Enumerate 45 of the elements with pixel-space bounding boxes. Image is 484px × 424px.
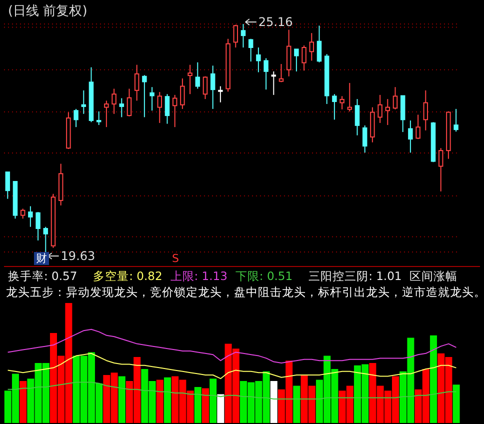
candlestick [340, 96, 344, 110]
bar [430, 335, 437, 423]
bar [452, 384, 460, 423]
candlestick [134, 64, 140, 102]
bar [270, 381, 278, 423]
bar [210, 378, 217, 423]
annotation: 25.16 [258, 15, 293, 29]
candlestick [240, 24, 246, 48]
candlestick [378, 94, 382, 124]
annotation: 19.63 [60, 249, 96, 263]
bar [156, 380, 164, 423]
bar [194, 387, 202, 423]
candlestick [408, 120, 413, 154]
text: 三阳控三阴: 1.01 [308, 268, 402, 284]
annotation: 财 [34, 252, 49, 265]
chart-title: (日线 前复权) [8, 3, 88, 20]
candlestick [286, 29, 292, 77]
candlestick [354, 98, 360, 136]
chart-subtitle: 龙头五步：异动发现龙头，竞价锁定龙头，盘中阻击龙头，标杆引出龙头，逆市造就龙头。 [5, 285, 484, 301]
text: 区间涨幅 [410, 268, 458, 284]
bar [293, 386, 300, 423]
candlestick [150, 86, 154, 112]
candlestick [210, 65, 216, 110]
candlestick [104, 100, 109, 128]
series-label: 换手率: 0.57 [8, 268, 78, 284]
candlestick [28, 206, 33, 228]
text: 上限: 1.13 [170, 268, 228, 284]
bar [164, 377, 171, 423]
candlestick [81, 90, 86, 114]
bar [217, 394, 224, 423]
candlestick [423, 90, 428, 131]
candlestick [119, 98, 124, 118]
candlestick [188, 64, 192, 95]
candlestick [112, 88, 116, 114]
bar [202, 388, 209, 423]
candlestick [58, 163, 64, 206]
text: 多空量: 0.82 [93, 268, 162, 284]
candlestick [309, 32, 314, 62]
bar [118, 376, 126, 423]
candlestick [385, 98, 390, 126]
candlestick [96, 110, 102, 126]
annotation: S [171, 252, 180, 265]
bar [20, 381, 27, 423]
text: 下限: 0.51 [235, 268, 293, 284]
candlestick [256, 47, 261, 73]
